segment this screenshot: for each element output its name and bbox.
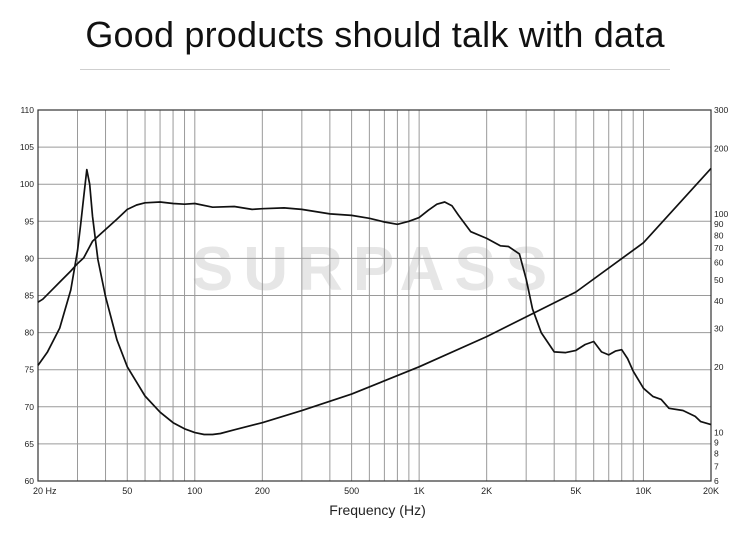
x-axis-title: Frequency (Hz) [329, 502, 425, 518]
x-tick-label: 5K [570, 486, 581, 496]
frequency-response-chart: SURPASS 20 Hz 50 100 200 500 1K 2K 5K 10K 20K6065… [20, 105, 729, 518]
y-right-tick-label: 40 [714, 296, 724, 306]
x-tick-label: 500 [344, 486, 359, 496]
y-right-tick-label: 100 [714, 209, 728, 219]
x-tick-label: 200 [255, 486, 270, 496]
y-right-tick-label: 50 [714, 275, 724, 285]
impedance-curve [37, 167, 712, 436]
x-tick-label: 10K [635, 486, 651, 496]
y-left-tick-label: 75 [25, 365, 35, 375]
header: Good products should talk with data [0, 0, 750, 72]
y-right-tick-label: 70 [714, 243, 724, 253]
x-tick-label: 20K [703, 486, 719, 496]
y-right-tick-label: 6 [714, 476, 719, 486]
y-left-tick-label: 80 [25, 328, 35, 338]
y-right-tick-label: 90 [714, 219, 724, 229]
x-tick-label: 1K [414, 486, 425, 496]
y-left-tick-label: 90 [25, 253, 35, 263]
chart-area: SURPASS 20 Hz 50 100 200 500 1K 2K 5K 10K 20K 60 65… [0, 80, 750, 537]
y-right-tick-label: 10 [714, 428, 724, 438]
y-right-tick-label: 20 [714, 362, 724, 372]
y-left-tick-label: 105 [20, 142, 34, 152]
y-left-tick-label: 60 [25, 476, 35, 486]
y-right-tick-label: 7 [714, 461, 719, 471]
y-right-tick-label: 80 [714, 230, 724, 240]
y-right-tick-label: 30 [714, 323, 724, 333]
x-tick-label: 2K [481, 486, 492, 496]
y-right-tick-label: 60 [714, 258, 724, 268]
y-left-tick-label: 95 [25, 216, 35, 226]
y-left-tick-label: 70 [25, 402, 35, 412]
title-divider [80, 69, 670, 70]
y-left-tick-label: 65 [25, 439, 35, 449]
page-title: Good products should talk with data [85, 14, 665, 55]
y-left-tick-label: 100 [20, 179, 34, 189]
y-right-tick-label: 300 [714, 105, 728, 115]
y-right-tick-label: 8 [714, 449, 719, 459]
y-right-tick-label: 9 [714, 438, 719, 448]
spl-response-curve [37, 201, 712, 426]
x-tick-label: 50 [122, 486, 132, 496]
y-left-tick-label: 110 [20, 105, 34, 115]
plot-frame [37, 109, 712, 482]
x-tick-label: 20 Hz [33, 486, 57, 496]
y-left-tick-label: 85 [25, 291, 35, 301]
y-right-tick-label: 200 [714, 143, 728, 153]
x-tick-label: 100 [187, 486, 202, 496]
